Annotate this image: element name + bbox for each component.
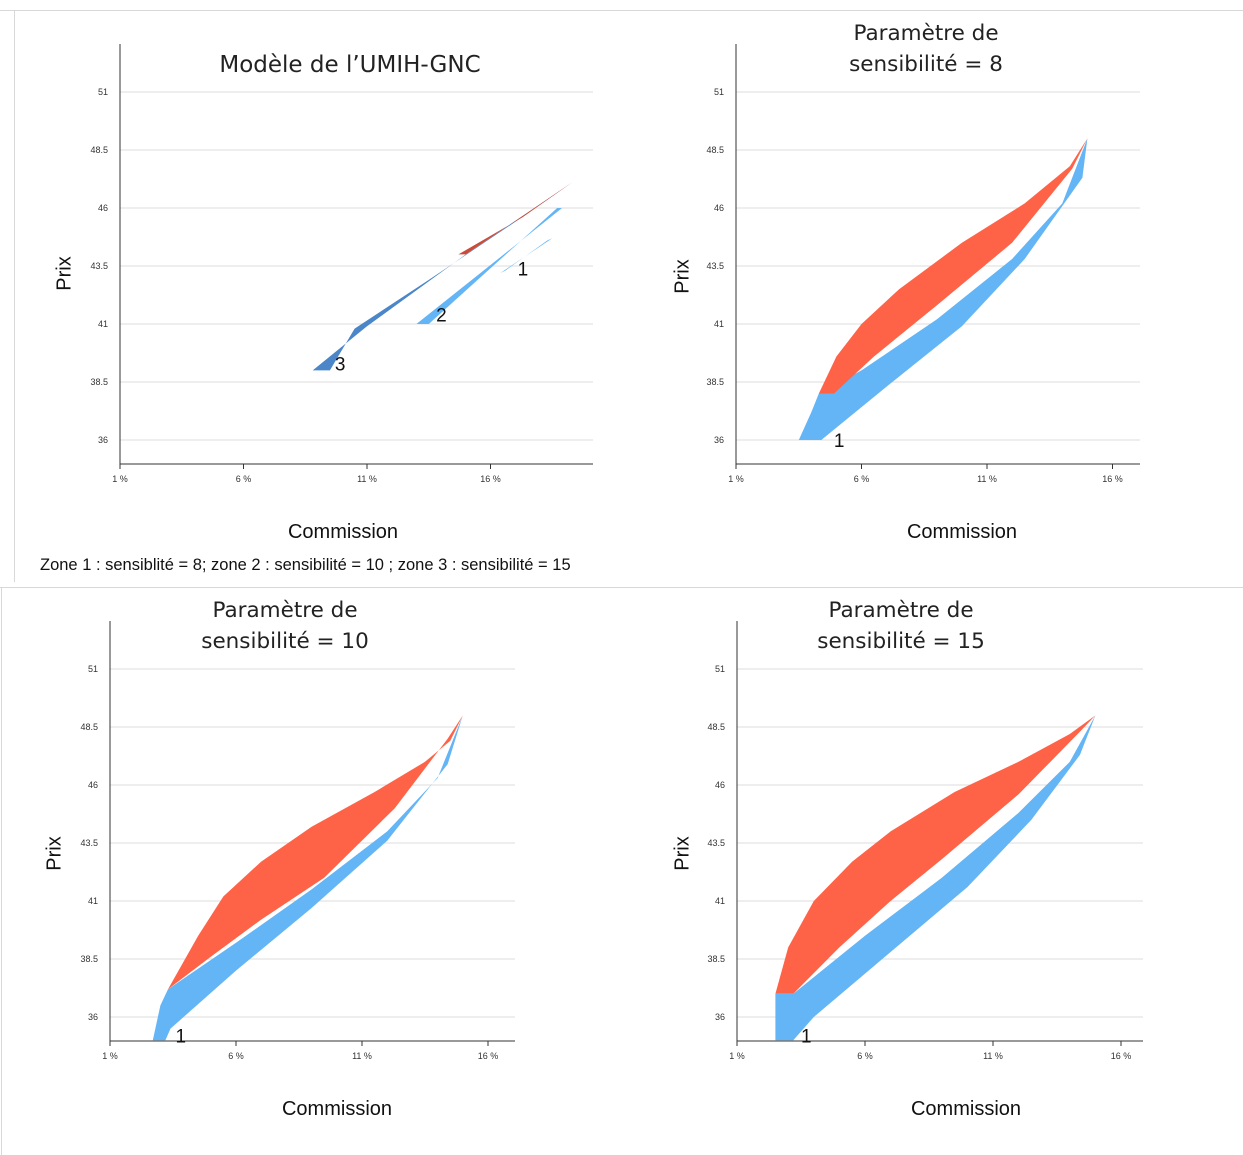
y-tick-label: 41 bbox=[88, 896, 98, 906]
x-axis-title-sensibilite-10: Commission bbox=[281, 1098, 393, 1120]
region-umih-1 bbox=[500, 238, 553, 273]
frame-line-divider bbox=[0, 587, 1243, 588]
x-axis-title-sensibilite-8: Commission bbox=[906, 521, 1018, 543]
y-tick-label: 46 bbox=[715, 780, 725, 790]
x-axis-title-sensibilite-15: Commission bbox=[910, 1098, 1022, 1120]
y-tick-label: 48.5 bbox=[90, 145, 108, 155]
y-tick-label: 48.5 bbox=[80, 722, 98, 732]
zone-note: Zone 1 : sensiblité = 8; zone 2 : sensib… bbox=[40, 556, 571, 574]
x-tick-label: 6 % bbox=[228, 1051, 244, 1061]
region-sensibilite-15-2 bbox=[775, 715, 1096, 994]
x-tick-label: 1 % bbox=[728, 474, 744, 484]
x-tick-label: 11 % bbox=[357, 474, 377, 484]
x-tick-label: 1 % bbox=[102, 1051, 118, 1061]
x-tick-label: 16 % bbox=[1111, 1051, 1132, 1061]
y-tick-label: 41 bbox=[98, 319, 108, 329]
frame-line-left-lower bbox=[1, 588, 2, 1155]
x-tick-label: 6 % bbox=[236, 474, 252, 484]
y-tick-label: 51 bbox=[714, 87, 724, 97]
zone-label: 1 bbox=[176, 1027, 187, 1048]
chart-title-text: Paramètre de sensibilité = 8 bbox=[849, 21, 1003, 77]
y-tick-label: 36 bbox=[98, 435, 108, 445]
x-tick-label: 16 % bbox=[478, 1051, 499, 1061]
region-sensibilite-8-2 bbox=[818, 138, 1088, 394]
zone-label: 1 bbox=[834, 431, 845, 452]
x-tick-label: 11 % bbox=[352, 1051, 372, 1061]
x-tick-label: 16 % bbox=[1102, 474, 1123, 484]
x-axis-title-umih: Commission bbox=[287, 521, 399, 543]
region-sensibilite-10-2 bbox=[168, 715, 463, 990]
y-tick-label: 51 bbox=[98, 87, 108, 97]
y-tick-label: 38.5 bbox=[706, 377, 724, 387]
chart-title-text: Paramètre de sensibilité = 15 bbox=[817, 598, 985, 654]
y-tick-label: 36 bbox=[714, 435, 724, 445]
y-tick-label: 48.5 bbox=[707, 722, 725, 732]
zone-label: 1 bbox=[518, 259, 529, 280]
x-tick-label: 1 % bbox=[729, 1051, 745, 1061]
y-tick-label: 43.5 bbox=[706, 261, 724, 271]
frame-line-top bbox=[0, 10, 1243, 11]
y-tick-label: 46 bbox=[714, 203, 724, 213]
y-tick-label: 51 bbox=[715, 664, 725, 674]
y-tick-label: 51 bbox=[88, 664, 98, 674]
region-sensibilite-8-1 bbox=[798, 138, 1088, 440]
region-umih-2 bbox=[416, 208, 563, 324]
y-tick-label: 36 bbox=[715, 1012, 725, 1022]
chart-title-sensibilite-8: Paramètre de sensibilité = 8 bbox=[776, 18, 1076, 80]
y-tick-label: 38.5 bbox=[90, 377, 108, 387]
chart-title-sensibilite-15: Paramètre de sensibilité = 15 bbox=[751, 595, 1051, 657]
y-tick-label: 41 bbox=[715, 896, 725, 906]
y-tick-label: 38.5 bbox=[80, 954, 98, 964]
x-tick-label: 6 % bbox=[857, 1051, 873, 1061]
x-tick-label: 6 % bbox=[854, 474, 870, 484]
y-tick-label: 36 bbox=[88, 1012, 98, 1022]
x-tick-label: 11 % bbox=[977, 474, 997, 484]
y-tick-label: 46 bbox=[88, 780, 98, 790]
frame-line-left-upper bbox=[14, 10, 15, 582]
chart-title-sensibilite-10: Paramètre de sensibilité = 10 bbox=[135, 595, 435, 657]
x-tick-label: 11 % bbox=[983, 1051, 1003, 1061]
y-tick-label: 38.5 bbox=[707, 954, 725, 964]
zone-label: 2 bbox=[436, 306, 447, 327]
zone-label: 1 bbox=[801, 1027, 812, 1048]
y-tick-label: 41 bbox=[714, 319, 724, 329]
y-tick-label: 43.5 bbox=[707, 838, 725, 848]
y-tick-label: 43.5 bbox=[80, 838, 98, 848]
region-umih-3 bbox=[312, 182, 572, 371]
y-tick-label: 48.5 bbox=[706, 145, 724, 155]
chart-title-text: Paramètre de sensibilité = 10 bbox=[201, 598, 369, 654]
region-sensibilite-15-1 bbox=[775, 715, 1096, 1041]
y-tick-label: 43.5 bbox=[90, 261, 108, 271]
x-tick-label: 16 % bbox=[480, 474, 501, 484]
y-tick-label: 46 bbox=[98, 203, 108, 213]
region-sensibilite-10-1 bbox=[152, 715, 463, 1041]
x-tick-label: 1 % bbox=[112, 474, 128, 484]
zone-label: 3 bbox=[335, 354, 346, 375]
chart-title-umih: Modèle de l’UMIH-GNC bbox=[219, 52, 481, 78]
